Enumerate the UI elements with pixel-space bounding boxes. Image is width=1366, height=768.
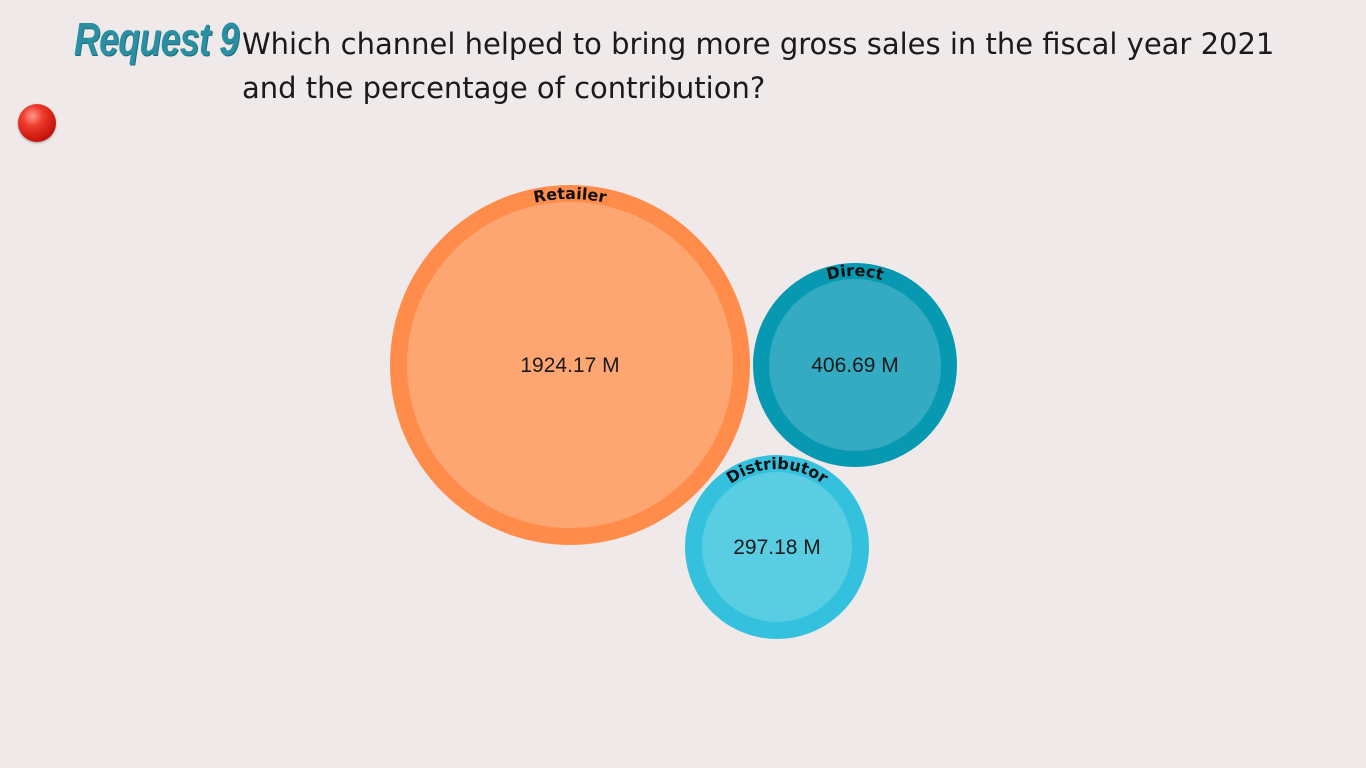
bubble-direct-value: 406.69 M <box>811 354 899 377</box>
bubble-direct: Direct 406.69 M <box>753 261 957 467</box>
bubble-direct-label: Direct <box>825 261 887 284</box>
bubble-retailer-inner <box>407 202 733 528</box>
bubble-direct-inner <box>769 279 941 451</box>
bubble-distributor-value: 297.18 M <box>733 536 821 559</box>
bubble-retailer-value: 1924.17 M <box>520 354 619 377</box>
question-line-1: Which channel helped to bring more gross… <box>242 27 1275 61</box>
record-dot-icon <box>18 104 56 142</box>
question-text: Which channel helped to bring more gross… <box>242 22 1352 110</box>
request-title: Request 9 <box>74 13 239 65</box>
bubble-retailer: Retailer 1924.17 M <box>390 184 750 545</box>
question-line-2: and the percentage of contribution? <box>242 71 766 105</box>
bubble-distributor-inner <box>702 472 852 622</box>
bubble-retailer-label: Retailer <box>532 184 608 207</box>
